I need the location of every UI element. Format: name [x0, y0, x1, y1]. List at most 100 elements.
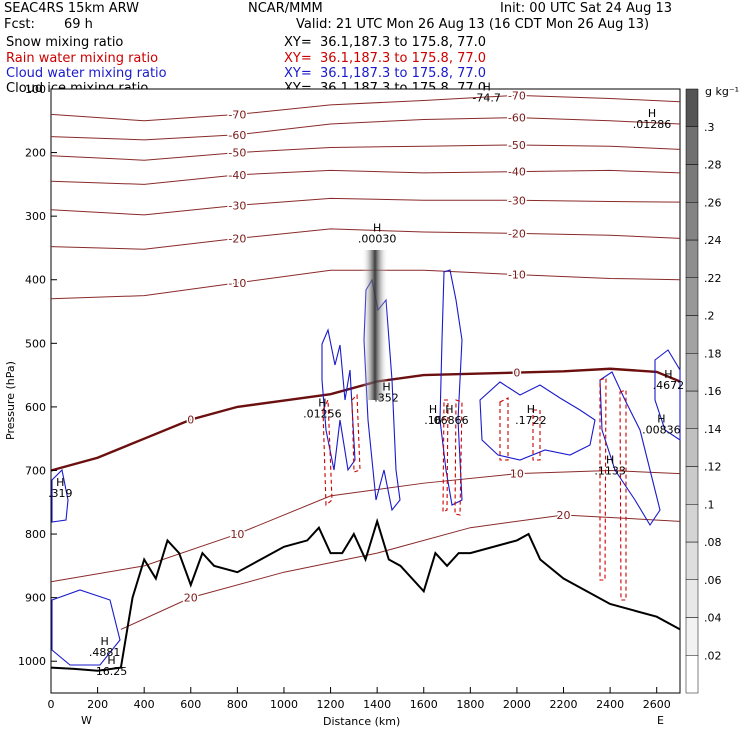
colorbar-tick-13: .28 [704, 159, 722, 172]
y-tick-label-6: 400 [25, 274, 46, 287]
valid-time: Valid: 21 UTC Mon 26 Aug 13 (16 CDT Mon … [296, 17, 650, 32]
max-label-3: .01256 [303, 407, 342, 420]
colorbar-swatch-8 [685, 353, 699, 392]
isotherm-9 [120, 514, 681, 630]
colorbar-swatch-7 [685, 390, 699, 429]
max-marker-3: H [318, 396, 326, 409]
cloud-contour-9 [351, 393, 361, 473]
field-snow-xy: XY= 36.1,187.3 to 175.8, 77.0 [284, 35, 487, 50]
model-title: SEAC4RS 15km ARW [4, 1, 140, 16]
terrain-layer [50, 517, 681, 672]
x-end-left: W [81, 714, 92, 727]
isotherm-label-8-1: 10 [510, 468, 524, 481]
cloud-contour-10 [442, 399, 449, 513]
y-tick-label-4: 600 [25, 401, 46, 414]
x-tick-label-7: 1400 [363, 698, 391, 711]
max-label-1: .01286 [633, 118, 672, 131]
colorbar-swatch-3 [685, 541, 699, 580]
forecast-label: Fcst: [4, 17, 35, 32]
isotherm-layer: -70 -70 -60 -60 -50 -50 -40 -40 -30 -30 -20 -20 -10 -… [50, 88, 681, 630]
max-marker-12: H [100, 635, 108, 648]
max-label-9: .00836 [642, 423, 681, 436]
forecast-hours: 69 h [64, 17, 93, 32]
isotherm-label-9-1: 20 [557, 509, 571, 522]
isotherm-label-2-1: -50 [508, 139, 526, 152]
max-marker-6: H [445, 403, 453, 416]
cloud-contour-layer [51, 269, 681, 666]
max-marker-0: H [373, 222, 381, 235]
x-tick-label-10: 2000 [503, 698, 531, 711]
isotherm-label-6-0: -10 [228, 277, 246, 290]
colorbar-swatch-10 [685, 277, 699, 316]
max-label-0: .00030 [358, 233, 397, 246]
isotherm-4 [50, 197, 681, 216]
colorbar-tick-10: .22 [704, 272, 722, 285]
max-label-8: .4672 [653, 379, 685, 392]
max-label-11: .319 [48, 487, 73, 500]
isotherm-label-2-0: -50 [228, 147, 246, 160]
x-tick-label-8: 1600 [410, 698, 438, 711]
x-tick-label-6: 1200 [317, 698, 345, 711]
isotherm-label-9-0: 20 [184, 592, 198, 605]
isotherm-1 [50, 117, 681, 141]
init-time: Init: 00 UTC Sat 24 Aug 13 [500, 1, 673, 16]
colorbar-swatch-6 [685, 428, 699, 467]
y-tick-label-2: 800 [25, 528, 46, 541]
colorbar-swatch-5 [685, 466, 699, 505]
colorbar-tick-11: .24 [704, 234, 722, 247]
isotherm-8 [50, 469, 681, 583]
isotherm-label-0-1: -70 [508, 89, 526, 102]
colorbar-unit: g kg⁻¹ [705, 85, 739, 98]
max-marker-11: H [56, 476, 64, 489]
x-tick-label-13: 2600 [643, 698, 671, 711]
max-label-7: .1722 [515, 414, 547, 427]
colorbar-tick-3: .08 [704, 536, 722, 549]
field-cloud-water-xy: XY= 36.1,187.3 to 175.8, 77.0 [284, 66, 487, 81]
max-marker-7: H [527, 403, 535, 416]
cloud-contour-5 [654, 349, 681, 442]
max-label-13: 16.25 [96, 665, 128, 678]
field-rain-name: Rain water mixing ratio [6, 51, 159, 66]
max-marker-9: H [657, 412, 665, 425]
isotherm-label-0-0: -70 [228, 108, 246, 121]
colorbar-swatch-12 [685, 202, 699, 241]
cloud-contour-8 [322, 399, 333, 507]
field-rain-xy: XY= 36.1,187.3 to 175.8, 77.0 [284, 51, 487, 66]
isotherm-label-1-0: -60 [228, 129, 246, 142]
max-marker-1: H [648, 107, 656, 120]
isotherm-3 [50, 169, 681, 185]
isotherm-label-6-1: -10 [508, 269, 526, 282]
x-tick-label-9: 1800 [456, 698, 484, 711]
colorbar: .02 .04 .06 .08 .1 .12 .14 .16 .18 .2 .22 .24 .26 .28… [685, 88, 722, 694]
x-tick-label-2: 400 [134, 698, 155, 711]
isotherm-label-1-1: -60 [508, 112, 526, 125]
isotherm-label-7-0: 0 [187, 414, 194, 427]
y-tick-label-1: 900 [25, 592, 46, 605]
cloud-contour-14 [499, 397, 509, 461]
max-label-10: .1133 [594, 465, 626, 478]
axes: 0 200 400 600 800 1000 1200 1400 1600 1800 2000 220… [18, 83, 671, 711]
y-tick-label-7: 300 [25, 210, 46, 223]
cloud-contour-2 [439, 269, 463, 506]
isotherm-label-4-1: -30 [508, 194, 526, 207]
max-label-12: .4881 [89, 646, 121, 659]
max-marker-2: H [483, 80, 491, 93]
max-marker-4: H [382, 381, 390, 394]
colorbar-tick-5: .12 [704, 461, 722, 474]
isotherm-label-4-0: -30 [228, 199, 246, 212]
colorbar-tick-4: .1 [704, 498, 715, 511]
cloud-contour-0 [321, 328, 356, 472]
isotherm-label-5-1: -20 [508, 227, 526, 240]
isotherm-label-5-0: -20 [228, 232, 246, 245]
isotherm-label-3-1: -40 [508, 166, 526, 179]
colorbar-swatch-1 [685, 617, 699, 656]
cloud-contour-11 [454, 399, 463, 516]
plot-area: -70 -70 -60 -60 -50 -50 -40 -40 -30 -30 -20 -20 -10 -… [48, 80, 685, 694]
y-tick-label-0: 1000 [18, 655, 46, 668]
terrain-line [50, 517, 681, 672]
colorbar-tick-14: .3 [704, 121, 715, 134]
x-tick-label-1: 200 [87, 698, 108, 711]
cloud-contour-3 [479, 381, 596, 461]
colorbar-tick-2: .06 [704, 574, 722, 587]
